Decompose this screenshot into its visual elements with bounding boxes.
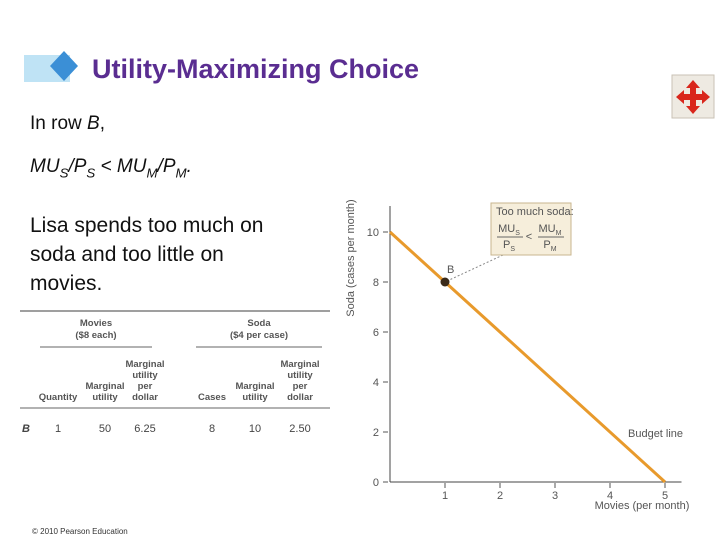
- column-header: Quantity: [39, 392, 78, 403]
- fraction-numerator: MUM: [539, 223, 562, 237]
- text-segment: MU: [498, 223, 515, 235]
- bullet: In row B,: [30, 113, 105, 134]
- column-header: dollar: [132, 392, 158, 403]
- annotation-heading: Too much soda:: [496, 206, 574, 218]
- text-segment: P: [543, 239, 550, 251]
- y-axis-label: Soda (cases per month): [345, 199, 357, 316]
- annotation-leader: [444, 254, 504, 283]
- x-tick-label: 4: [607, 490, 613, 502]
- point-label: B: [447, 264, 454, 276]
- text-segment: M: [176, 166, 188, 181]
- column-header: per: [293, 381, 308, 392]
- y-tick-label: 0: [373, 477, 379, 489]
- paragraph-line: movies.: [30, 272, 102, 295]
- text-segment: P: [503, 239, 510, 251]
- annotation-operator: <: [526, 231, 532, 243]
- x-tick-label: 1: [442, 490, 448, 502]
- table-cell: 10: [249, 423, 261, 435]
- title-diamond-icon: [50, 51, 78, 81]
- column-header: dollar: [287, 392, 313, 403]
- column-header: Cases: [198, 392, 226, 403]
- y-tick-label: 8: [373, 277, 379, 289]
- text-segment: M: [146, 166, 158, 181]
- text-segment: < MU: [95, 156, 146, 177]
- text-segment: /P: [66, 156, 86, 177]
- text-segment: B: [87, 113, 100, 134]
- text-segment: MU: [30, 156, 60, 177]
- table-cell: 8: [209, 423, 215, 435]
- x-tick-label: 5: [662, 490, 668, 502]
- column-header: Marginal: [85, 381, 124, 392]
- y-tick-label: 10: [367, 227, 379, 239]
- text-segment: S: [515, 230, 520, 237]
- column-header: Marginal: [280, 359, 319, 370]
- column-header: utility: [287, 370, 313, 381]
- group-title: Movies: [80, 318, 112, 329]
- slide-title: Utility-Maximizing Choice: [92, 54, 419, 84]
- column-header: utility: [92, 392, 118, 403]
- data-table: Movies($8 each) Soda($4 per case) Quantity…: [20, 310, 330, 435]
- budget-line: [388, 230, 667, 484]
- column-header: utility: [132, 370, 158, 381]
- footer: © 2010 Pearson Education: [32, 527, 128, 536]
- x-tick-label: 2: [497, 490, 503, 502]
- group-title: Soda: [247, 318, 271, 329]
- table-cell: B: [22, 423, 30, 435]
- table-cell: 6.25: [134, 423, 155, 435]
- text-segment: .: [187, 156, 192, 177]
- text-segment: S: [510, 246, 515, 253]
- text-segment: In row: [30, 113, 87, 134]
- group-subtitle: ($4 per case): [230, 330, 288, 341]
- bullet: MUS/PS < MUM/PM.: [30, 156, 192, 181]
- column-header: Marginal: [125, 359, 164, 370]
- x-tick-label: 3: [552, 490, 558, 502]
- group-subtitle: ($8 each): [75, 330, 116, 341]
- series-label: Budget line: [628, 428, 683, 440]
- table-cell: 2.50: [289, 423, 310, 435]
- paragraph-line: Lisa spends too much on: [30, 214, 263, 237]
- y-tick-label: 2: [373, 427, 379, 439]
- table-cell: 50: [99, 423, 111, 435]
- text-segment: MU: [539, 223, 556, 235]
- text-segment: M: [551, 246, 557, 253]
- point: [440, 277, 450, 287]
- nav-icon: [671, 74, 715, 119]
- column-header: per: [138, 381, 153, 392]
- table-cell: 1: [55, 423, 61, 435]
- column-header: utility: [242, 392, 268, 403]
- column-header: Marginal: [235, 381, 274, 392]
- fraction-denominator: PM: [543, 239, 556, 253]
- fraction-numerator: MUS: [498, 223, 520, 237]
- text-segment: /P: [156, 156, 176, 177]
- bullets: In row B,MUS/PS < MUM/PM.Lisa spends too…: [30, 113, 263, 295]
- annotation-box: [490, 202, 572, 256]
- y-tick-label: 4: [373, 377, 379, 389]
- text-segment: ,: [100, 113, 105, 134]
- fraction-denominator: PS: [503, 239, 515, 253]
- paragraph-line: soda and too little on: [30, 243, 224, 266]
- text-segment: S: [86, 166, 95, 181]
- text-segment: M: [556, 230, 562, 237]
- text-segment: S: [60, 166, 69, 181]
- y-tick-label: 6: [373, 327, 379, 339]
- x-axis-label: Movies (per month): [595, 500, 690, 512]
